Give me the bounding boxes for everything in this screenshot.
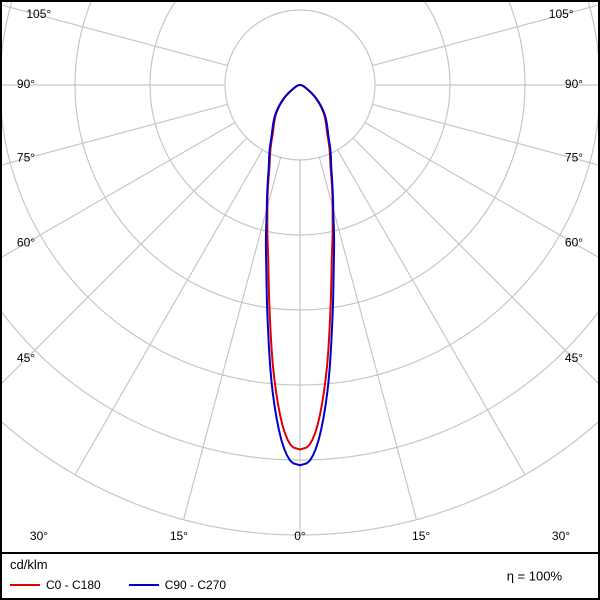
- c0-c180-legend-label: C0 - C180: [46, 578, 101, 592]
- c90-c270-legend-label: C90 - C270: [164, 578, 227, 592]
- angle-label: 45°: [17, 351, 35, 365]
- unit-label: cd/klm: [10, 557, 48, 572]
- grid-ray: [74, 149, 264, 476]
- grid-ray: [372, 103, 598, 166]
- grid-ray: [372, 4, 598, 67]
- angle-label: 60°: [565, 235, 583, 249]
- grid-ray: [364, 121, 598, 258]
- grid-ray: [182, 157, 282, 520]
- angle-label: 60°: [17, 235, 35, 249]
- angle-label: 45°: [565, 351, 583, 365]
- grid-ray: [2, 4, 228, 67]
- legend: cd/klm C0 - C180 C90 - C270 η = 100%: [2, 552, 598, 598]
- angle-label: 75°: [17, 151, 35, 165]
- grid-ray: [2, 103, 228, 166]
- angle-label: 30°: [30, 529, 48, 543]
- angle-label: 90°: [565, 77, 583, 91]
- angle-label: 75°: [565, 151, 583, 165]
- angle-label: 105°: [549, 7, 574, 21]
- grid-ray: [2, 121, 236, 258]
- c90-c270-line-sample: [128, 584, 159, 586]
- angle-label: 0°: [294, 529, 306, 543]
- angle-label: 15°: [412, 529, 430, 543]
- grid-ray: [336, 149, 526, 476]
- grid-ray: [2, 137, 248, 384]
- angle-label: 105°: [26, 7, 51, 21]
- legend-series-row: C0 - C180 C90 - C270: [10, 578, 226, 592]
- grid-ray: [352, 137, 598, 384]
- series-curve-1: [264, 84, 336, 467]
- c0-c180-line-sample: [10, 584, 40, 586]
- polar-plot-area: 0° 15° 15° 30° 30° 45° 45° 60° 60° 75° 75° 90° 90° 10…: [2, 2, 598, 552]
- angle-label: 15°: [170, 529, 188, 543]
- grid-ray: [318, 157, 418, 520]
- polar-chart: 0° 15° 15° 30° 30° 45° 45° 60° 60° 75° 75° 90° 90° 10…: [2, 2, 598, 543]
- angle-label: 30°: [552, 529, 570, 543]
- angle-label: 90°: [17, 77, 35, 91]
- efficiency-label: η = 100%: [506, 568, 562, 584]
